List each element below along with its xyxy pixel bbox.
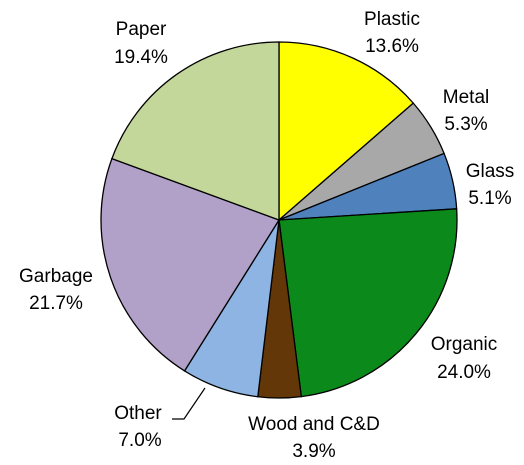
label-metal-value: 5.3% (444, 114, 487, 135)
pie-slice-plastic (278, 41, 415, 222)
label-paper-name: Paper (116, 19, 167, 40)
pie-slices (100, 41, 458, 399)
label-other-value: 7.0% (118, 430, 161, 451)
label-glass-name: Glass (466, 161, 515, 182)
leader-lines (172, 387, 206, 420)
leader-line-other (172, 387, 206, 420)
label-plastic-value: 13.6% (365, 36, 419, 57)
label-wood-name: Wood and C&D (248, 414, 380, 435)
label-paper-value: 19.4% (114, 47, 168, 68)
slice-labels: Plastic 13.6% Metal 5.3% Glass 5.1% Orga… (19, 9, 514, 462)
label-garbage-name: Garbage (19, 266, 93, 287)
pie-slice-organic (278, 208, 458, 398)
label-metal-name: Metal (443, 87, 489, 108)
pie-slice-paper (111, 41, 280, 221)
label-plastic-name: Plastic (364, 9, 420, 30)
label-organic-name: Organic (431, 334, 498, 355)
label-wood-value: 3.9% (292, 441, 335, 462)
pie-slice-garbage (100, 157, 280, 372)
label-organic-value: 24.0% (437, 362, 491, 383)
label-glass-value: 5.1% (468, 188, 511, 209)
label-garbage-value: 21.7% (29, 293, 83, 314)
label-other-name: Other (114, 403, 162, 424)
